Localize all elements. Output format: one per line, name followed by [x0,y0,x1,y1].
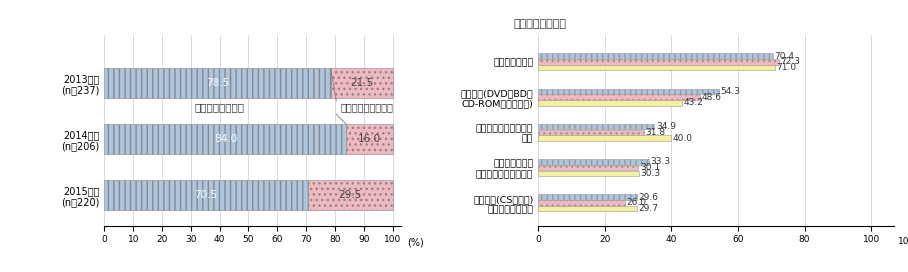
Bar [538,100,682,106]
Text: 43.2: 43.2 [684,98,704,107]
Bar [538,124,655,129]
Text: 二次利用していない: 二次利用していない [340,103,393,113]
Text: 二次利用している: 二次利用している [194,103,244,113]
Text: 33.3: 33.3 [651,157,671,166]
Text: 40.0: 40.0 [673,134,693,143]
Bar [104,124,347,153]
Text: 「二次利用形態」: 「二次利用形態」 [514,19,567,29]
Text: 29.7: 29.7 [639,204,659,213]
Text: 48.6: 48.6 [702,92,722,101]
Text: 26.0: 26.0 [627,198,646,207]
Text: 78.5: 78.5 [206,78,229,88]
Text: 30.1: 30.1 [640,163,660,172]
Text: 16.0: 16.0 [358,134,381,144]
Bar [538,94,700,100]
Bar [538,194,637,200]
Bar [104,180,308,209]
Text: 100(%): 100(%) [898,237,908,246]
Bar [538,159,649,165]
Bar [538,129,644,135]
Bar [538,65,775,70]
Bar [538,53,773,59]
Bar [104,68,331,98]
Text: 29.5: 29.5 [339,190,361,200]
Text: 54.3: 54.3 [721,87,741,96]
Bar [538,135,671,141]
Bar [538,59,779,64]
Text: 84.0: 84.0 [214,134,237,144]
Text: 31.8: 31.8 [646,128,666,137]
Text: 34.9: 34.9 [656,122,676,131]
Text: 29.6: 29.6 [638,193,658,202]
Text: 21.5: 21.5 [350,78,373,88]
Bar [538,206,637,211]
Text: (%): (%) [407,237,424,247]
Text: 72.3: 72.3 [781,57,801,66]
Bar [538,165,638,170]
Text: 70.5: 70.5 [194,190,218,200]
Bar [538,171,639,176]
Text: 30.3: 30.3 [641,169,661,178]
Bar [331,68,392,98]
Text: 71.0: 71.0 [776,63,796,72]
Bar [347,124,392,153]
Bar [538,89,719,94]
Bar [538,200,625,206]
Bar [308,180,392,209]
Text: 70.4: 70.4 [775,52,794,61]
